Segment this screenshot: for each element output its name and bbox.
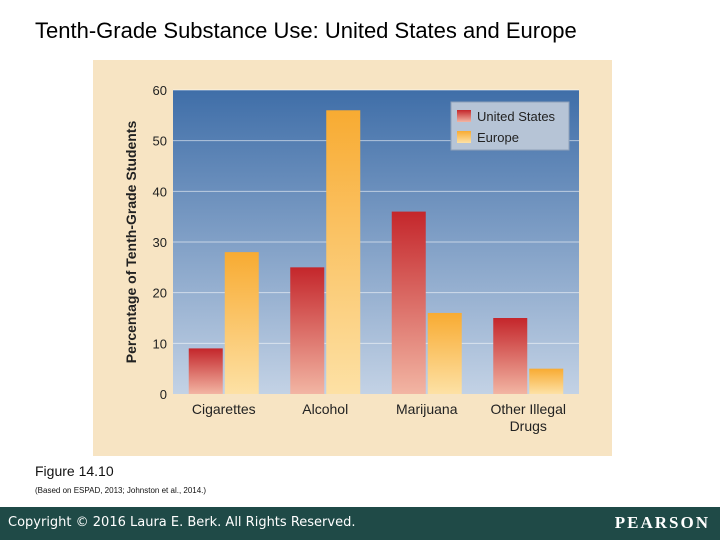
x-tick-label: Cigarettes	[192, 401, 256, 417]
copyright-text: Copyright © 2016 Laura E. Berk. All Righ…	[8, 515, 356, 530]
y-tick-label: 10	[153, 336, 167, 351]
bar-eu	[326, 110, 361, 394]
chart-panel: 0 10 20 30 40 50 60 Percentage of Tenth-Grade S…	[93, 60, 612, 456]
bar-eu	[427, 312, 462, 394]
source-note: (Based on ESPAD, 2013; Johnston et al., …	[35, 486, 207, 495]
y-tick-label: 20	[153, 286, 167, 301]
bar-us	[188, 348, 223, 394]
legend-label: Europe	[477, 130, 519, 145]
y-tick-label: 30	[153, 235, 167, 250]
x-tick-label: Alcohol	[302, 401, 348, 417]
figure-caption: Figure 14.10	[35, 463, 114, 479]
x-tick-label: Marijuana	[396, 401, 458, 417]
y-tick-label: 50	[153, 134, 167, 149]
x-tick-label: Drugs	[510, 418, 547, 434]
footer-bar: Copyright © 2016 Laura E. Berk. All Righ…	[0, 507, 720, 540]
x-tick-label: Other Illegal	[491, 401, 566, 417]
bar-chart: 0 10 20 30 40 50 60 Percentage of Tenth-Grade S…	[123, 83, 579, 434]
bar-us	[493, 318, 528, 394]
legend-swatch-us	[457, 110, 471, 122]
bar-eu	[224, 252, 259, 394]
y-axis-title: Percentage of Tenth-Grade Students	[123, 121, 139, 364]
legend-label: United States	[477, 109, 556, 124]
y-tick-label: 0	[160, 387, 167, 402]
y-tick-label: 40	[153, 184, 167, 199]
y-tick-label: 60	[153, 83, 167, 98]
pearson-logo: PEARSON	[614, 513, 710, 532]
bar-eu	[529, 368, 564, 394]
slide-title: Tenth-Grade Substance Use: United States…	[35, 18, 577, 43]
legend-swatch-eu	[457, 131, 471, 143]
bar-us	[391, 211, 426, 394]
bar-us	[290, 267, 325, 394]
